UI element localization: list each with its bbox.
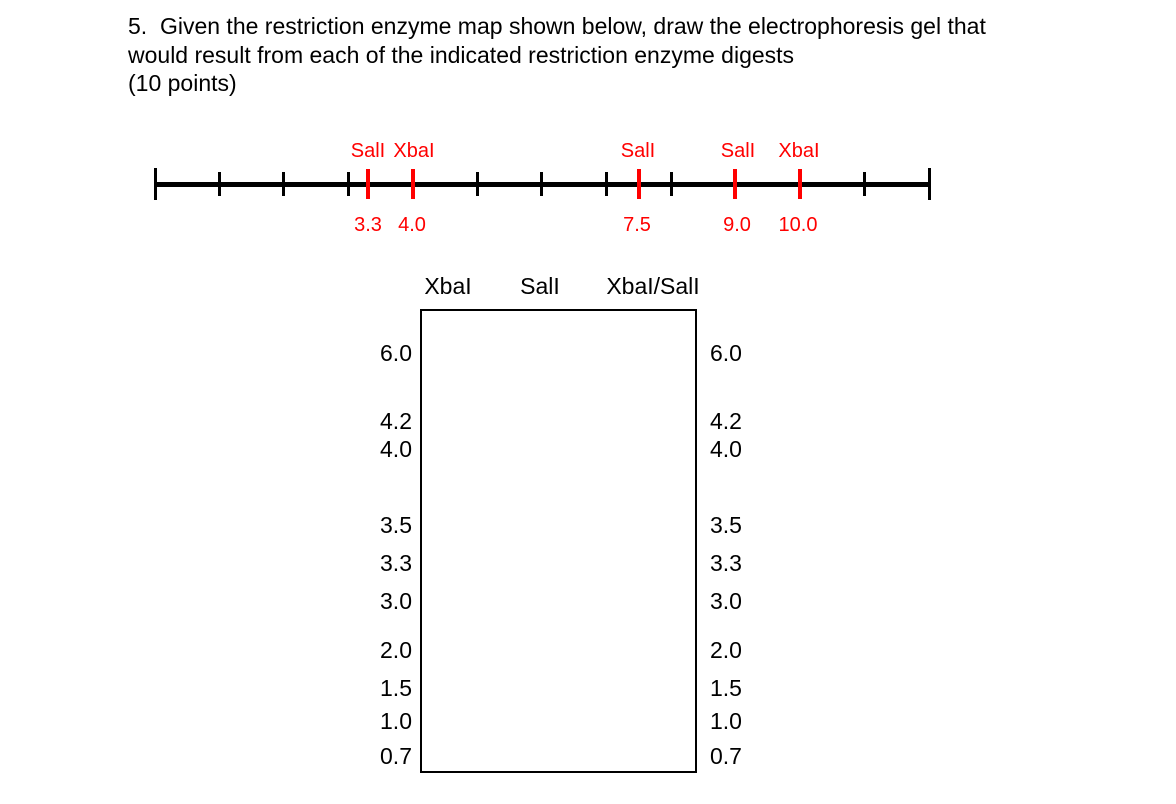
size-marker-left-1.0: 1.0 [380, 708, 412, 734]
cut-site-enzyme-label: XbaI [778, 140, 820, 162]
size-marker-right-1.5: 1.5 [710, 675, 742, 701]
size-marker-left-6.0: 6.0 [380, 340, 412, 366]
map-unit-tick-8 [670, 172, 673, 196]
size-marker-left-2.0: 2.0 [380, 637, 412, 663]
size-marker-right-0.7: 0.7 [710, 743, 742, 769]
map-unit-tick-5 [476, 172, 479, 196]
cut-site-position-label: 9.0 [723, 214, 751, 236]
map-unit-tick-3 [347, 172, 350, 196]
restriction-map-diagram: SalI 3.3 XbaI 4.0 SalI 7.5 SalI 9.0 XbaI… [0, 0, 1176, 260]
cut-site-enzyme-label: XbaI [393, 140, 435, 162]
size-marker-left-3.5: 3.5 [380, 512, 412, 538]
gel-lane-header-xbai: XbaI [424, 273, 472, 299]
question-text: 5. Given the restriction enzyme map show… [128, 12, 986, 98]
cut-site-position-label: 10.0 [778, 214, 818, 236]
map-end-tick-right [927, 168, 931, 200]
cut-site-position-label: 4.0 [398, 214, 426, 236]
size-marker-right-1.0: 1.0 [710, 708, 742, 734]
size-marker-right-3.3: 3.3 [710, 550, 742, 576]
size-marker-left-4.2: 4.2 [380, 408, 412, 434]
size-marker-right-4.0: 4.0 [710, 436, 742, 462]
map-unit-tick-1 [218, 172, 221, 196]
size-marker-right-3.5: 3.5 [710, 512, 742, 538]
cut-site-tick-sali-7.5 [637, 169, 641, 199]
question-points: (10 points) [128, 70, 237, 96]
cut-site-position-label: 7.5 [623, 214, 651, 236]
question-line-2: would result from each of the indicated … [128, 41, 795, 68]
cut-site-tick-xbai-10.0 [798, 169, 802, 199]
map-unit-tick-6 [540, 172, 543, 196]
cut-site-enzyme-label: SalI [620, 140, 656, 162]
size-marker-left-1.5: 1.5 [380, 675, 412, 701]
gel-lane-header-xbai-sali: XbaI/SalI [606, 273, 700, 299]
size-marker-right-3.0: 3.0 [710, 588, 742, 614]
map-unit-tick-11 [863, 172, 866, 196]
size-marker-left-0.7: 0.7 [380, 743, 412, 769]
size-marker-right-4.2: 4.2 [710, 408, 742, 434]
cut-site-tick-sali-3.3 [366, 169, 370, 199]
gel-lane-header-sali: SalI [520, 273, 560, 299]
cut-site-enzyme-label: SalI [720, 140, 756, 162]
map-unit-tick-7 [605, 172, 608, 196]
question-line-1: 5. Given the restriction enzyme map show… [128, 13, 986, 39]
cut-site-enzyme-label: SalI [350, 140, 386, 162]
gel-outline-box [420, 309, 697, 773]
size-marker-right-2.0: 2.0 [710, 637, 742, 663]
cut-site-tick-sali-9.0 [733, 169, 737, 199]
size-marker-left-4.0: 4.0 [380, 436, 412, 462]
map-unit-tick-2 [282, 172, 285, 196]
size-marker-left-3.3: 3.3 [380, 550, 412, 576]
map-end-tick-left [153, 168, 157, 200]
cut-site-position-label: 3.3 [354, 214, 382, 236]
cut-site-tick-xbai-4.0 [411, 169, 415, 199]
size-marker-right-6.0: 6.0 [710, 340, 742, 366]
size-marker-left-3.0: 3.0 [380, 588, 412, 614]
